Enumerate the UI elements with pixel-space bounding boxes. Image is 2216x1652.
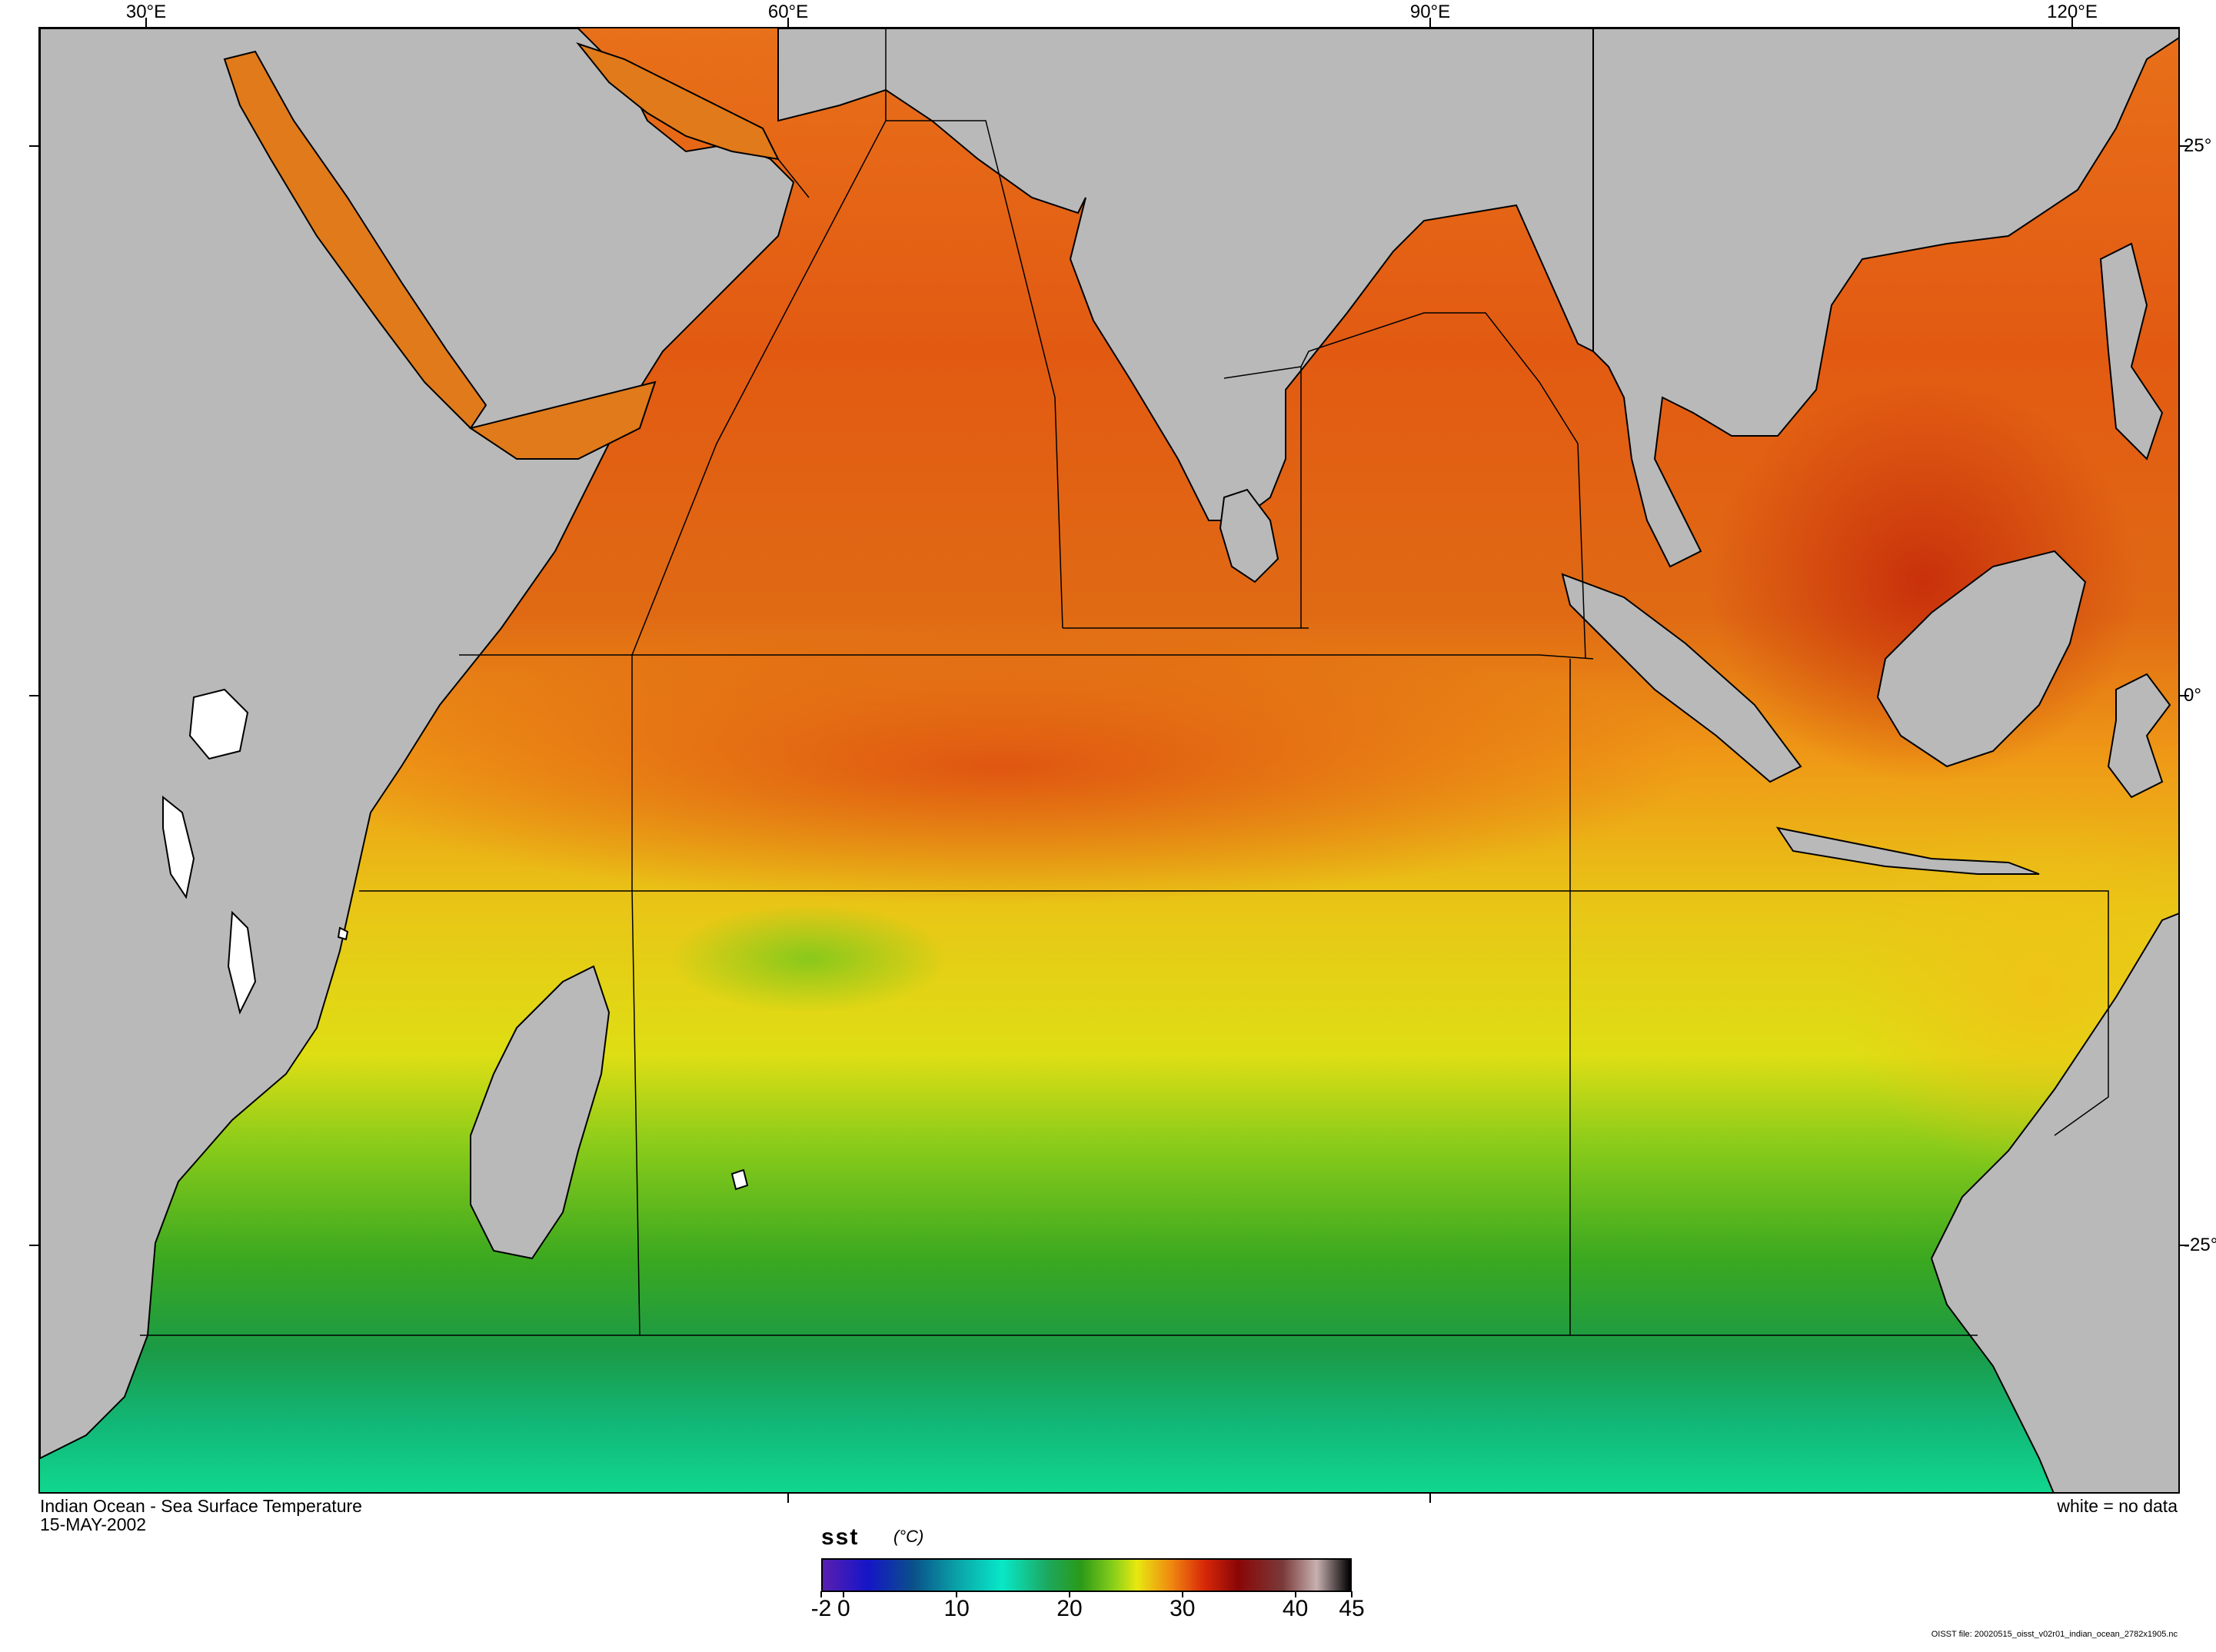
- lon-tick-90e: [1429, 18, 1431, 27]
- lat-label-0: 0°: [2184, 685, 2201, 706]
- region-boundaries: [140, 28, 2109, 1336]
- map-date: 15-MAY-2002: [40, 1514, 147, 1534]
- no-data-areas: [162, 688, 749, 1191]
- lat-label-25s: -25°: [2184, 1235, 2216, 1255]
- lon-tick-bottom-60e: [787, 1494, 789, 1503]
- marginal-seas: [223, 42, 780, 460]
- cool-patch: [670, 905, 947, 1012]
- colorbar-tick: [843, 1591, 845, 1597]
- colorbar-tick: [1351, 1591, 1353, 1597]
- map-title: Indian Ocean - Sea Surface Temperature: [40, 1496, 362, 1516]
- lat-tick-right-25s: [2180, 1245, 2189, 1246]
- colorbar-tick-label: 20: [1056, 1596, 1083, 1621]
- lon-tick-bottom-90e: [1429, 1494, 1431, 1503]
- lon-tick-60e: [787, 18, 789, 27]
- no-data-note: white = no data: [2057, 1496, 2178, 1516]
- map-canvas: [40, 28, 2178, 1492]
- colorbar-tick-label: 30: [1170, 1596, 1196, 1621]
- lon-tick-120e: [2071, 18, 2073, 27]
- colorbar-tick: [1294, 1591, 1296, 1597]
- lat-tick-left-25s: [29, 1245, 38, 1246]
- colorbar-tick: [956, 1591, 958, 1597]
- colorbar-tick-label: 10: [943, 1596, 970, 1621]
- colorbar: [821, 1558, 1352, 1592]
- colorbar-tick: [1068, 1591, 1070, 1597]
- land: [40, 28, 2178, 1492]
- source-file-note: OISST file: 20020515_oisst_v02r01_indian…: [1931, 1630, 2178, 1639]
- equatorial-warm-pool: [309, 628, 1693, 905]
- colorbar-tick-label: 40: [1282, 1596, 1309, 1621]
- colorbar-units: (°C): [893, 1527, 924, 1546]
- lat-tick-right-25n: [2180, 145, 2189, 147]
- lat-tick-left-0: [29, 695, 38, 696]
- lon-tick-30e: [145, 18, 147, 27]
- colorbar-tick: [1181, 1591, 1183, 1597]
- sst-map: [38, 27, 2180, 1494]
- lat-tick-left-25n: [29, 145, 38, 147]
- colorbar-tick-label: 45: [1339, 1596, 1365, 1621]
- colorbar-tick-label: -2: [810, 1596, 832, 1621]
- lat-tick-right-0: [2180, 695, 2189, 696]
- colorbar-variable: sst: [821, 1524, 860, 1550]
- colorbar-tick-label: 0: [837, 1596, 850, 1621]
- colorbar-tick: [820, 1591, 822, 1597]
